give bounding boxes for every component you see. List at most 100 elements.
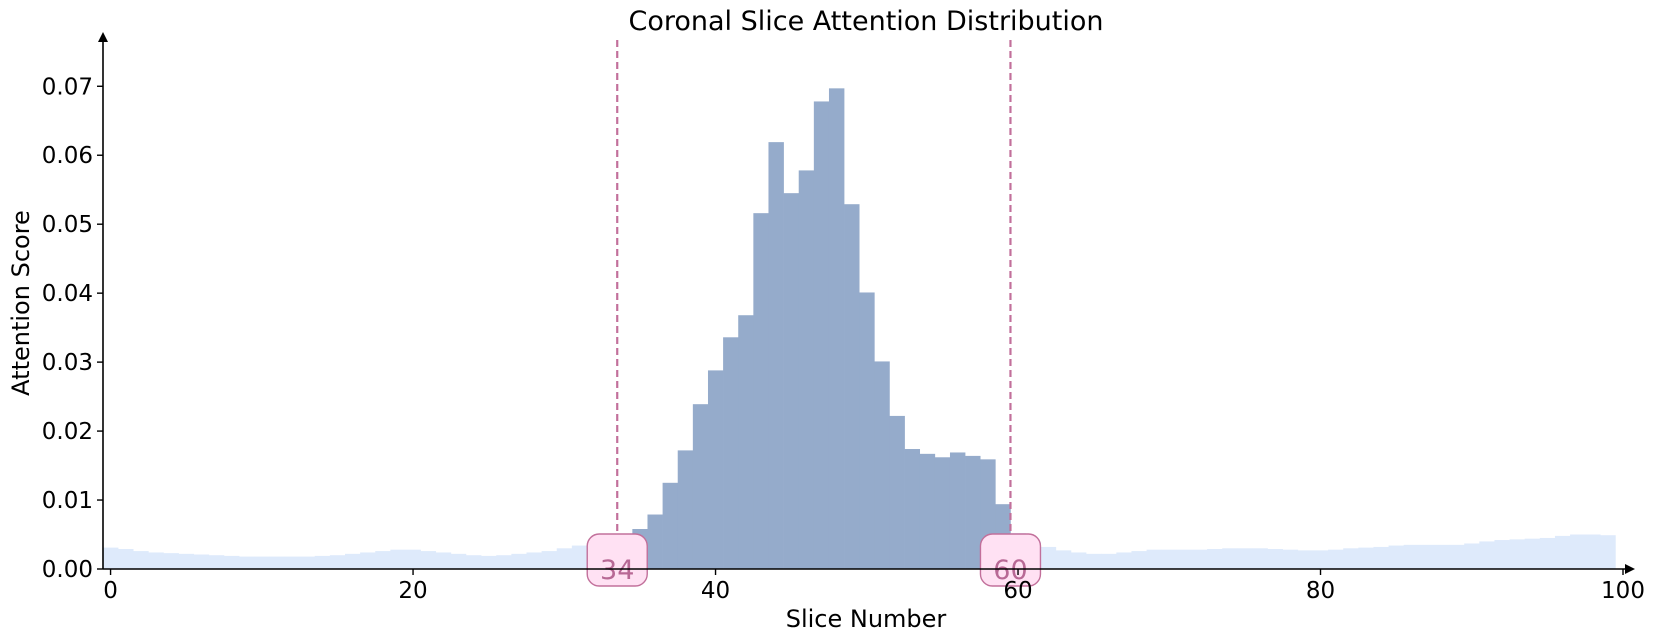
bar-slice-52 <box>889 415 905 569</box>
bar-slice-72 <box>1191 549 1208 569</box>
bar-slice-97 <box>1570 534 1586 569</box>
bar-slice-48 <box>828 88 845 569</box>
bar-slice-4 <box>163 553 179 569</box>
bar-slice-41 <box>723 337 739 569</box>
bar-slice-9 <box>239 556 255 569</box>
bar-slice-27 <box>511 553 527 569</box>
bar-slice-99 <box>1600 535 1616 569</box>
bar-slice-95 <box>1539 537 1556 569</box>
bar-slice-91 <box>1479 541 1495 569</box>
y-tick-label-6: 0.06 <box>42 143 93 169</box>
ticks-group: 0 20 40 60 80 100 0.00 0.01 0.02 0.03 0.04 0.05 0.06… <box>42 74 1645 604</box>
y-tick-label-2: 0.02 <box>42 419 93 445</box>
x-tick-label-60: 60 <box>1003 578 1032 604</box>
x-axis-title: Slice Number <box>786 605 947 633</box>
bar-slice-81 <box>1328 549 1344 569</box>
region-start-label: 34 <box>600 555 634 586</box>
bar-slice-62 <box>1040 546 1057 569</box>
region-end-label: 60 <box>993 555 1027 586</box>
y-tick-label-3: 0.03 <box>42 350 93 376</box>
bar-slice-94 <box>1524 538 1541 569</box>
chart-title: Coronal Slice Attention Distribution <box>628 6 1103 37</box>
bar-slice-82 <box>1343 548 1359 569</box>
bar-slice-29 <box>541 551 558 569</box>
bar-slice-88 <box>1433 544 1450 569</box>
bar-slice-63 <box>1055 550 1072 569</box>
y-axis-title: Attention Score <box>7 210 35 396</box>
bar-slice-96 <box>1554 535 1571 569</box>
bar-slice-75 <box>1237 548 1253 569</box>
bar-slice-38 <box>677 450 694 569</box>
bar-slice-15 <box>329 555 346 569</box>
y-axis-arrow <box>98 32 108 42</box>
bar-slice-93 <box>1509 539 1525 569</box>
bar-slice-45 <box>783 193 800 569</box>
bar-slice-53 <box>904 449 921 569</box>
region-end-badge <box>979 533 1042 587</box>
bar-slice-42 <box>738 315 754 569</box>
bar-slice-17 <box>360 552 376 569</box>
y-tick-label-1: 0.01 <box>42 488 93 514</box>
bar-slice-56 <box>949 452 966 569</box>
bar-slice-80 <box>1312 550 1329 569</box>
bar-slice-24 <box>465 555 482 569</box>
bar-slice-47 <box>813 101 830 569</box>
bar-slice-21 <box>420 551 437 569</box>
bar-slice-6 <box>193 554 210 569</box>
bar-slice-20 <box>405 549 421 569</box>
bar-slice-70 <box>1161 549 1178 569</box>
bar-slice-19 <box>390 549 406 569</box>
x-tick-label-100: 100 <box>1601 578 1645 604</box>
bar-slice-77 <box>1267 549 1283 569</box>
bar-slice-16 <box>344 553 361 569</box>
bar-slice-10 <box>254 556 270 569</box>
bar-slice-66 <box>1101 553 1117 569</box>
bar-slice-92 <box>1494 540 1510 569</box>
bar-slice-22 <box>435 552 452 569</box>
bar-slice-3 <box>148 552 164 569</box>
bar-slice-98 <box>1585 534 1601 569</box>
bar-slice-1 <box>118 549 134 569</box>
bar-slice-36 <box>647 514 663 569</box>
bar-slice-44 <box>768 142 784 569</box>
x-tick-label-0: 0 <box>103 578 118 604</box>
bar-slice-18 <box>375 551 391 569</box>
bar-slice-11 <box>269 556 285 569</box>
bar-slice-71 <box>1176 549 1193 569</box>
bar-slice-28 <box>526 552 542 569</box>
bar-slice-37 <box>662 482 679 569</box>
bar-slice-2 <box>133 551 149 569</box>
bar-slice-51 <box>874 361 890 569</box>
bar-slice-12 <box>284 556 300 569</box>
bar-slice-40 <box>707 370 724 569</box>
bar-slice-57 <box>965 455 981 569</box>
bar-slice-64 <box>1070 552 1087 569</box>
y-tick-label-7: 0.07 <box>42 74 93 100</box>
bar-slice-14 <box>314 555 331 569</box>
region-start-badge <box>586 533 648 587</box>
bar-slice-8 <box>224 555 240 569</box>
bar-slice-13 <box>299 556 316 569</box>
bar-slice-69 <box>1146 549 1162 569</box>
bar-slice-86 <box>1403 544 1420 569</box>
bar-slice-85 <box>1388 545 1404 569</box>
bar-slice-31 <box>571 545 588 569</box>
bar-slice-74 <box>1222 548 1238 569</box>
bar-slice-87 <box>1418 544 1435 569</box>
x-axis-arrow <box>1625 564 1635 574</box>
bar-slice-46 <box>798 170 815 569</box>
bar-slice-50 <box>859 292 875 569</box>
bar-slice-49 <box>844 204 860 569</box>
bar-slice-30 <box>556 548 573 569</box>
bar-slice-78 <box>1282 549 1299 569</box>
x-tick-label-40: 40 <box>701 578 730 604</box>
bar-slice-83 <box>1358 547 1374 569</box>
x-tick-label-80: 80 <box>1306 578 1335 604</box>
y-tick-label-4: 0.04 <box>42 281 93 307</box>
bar-slice-26 <box>496 555 512 569</box>
bar-slice-23 <box>450 553 467 569</box>
bar-slice-90 <box>1464 543 1480 569</box>
region-markers: 34 60 <box>586 40 1042 587</box>
bar-slice-65 <box>1086 553 1102 569</box>
